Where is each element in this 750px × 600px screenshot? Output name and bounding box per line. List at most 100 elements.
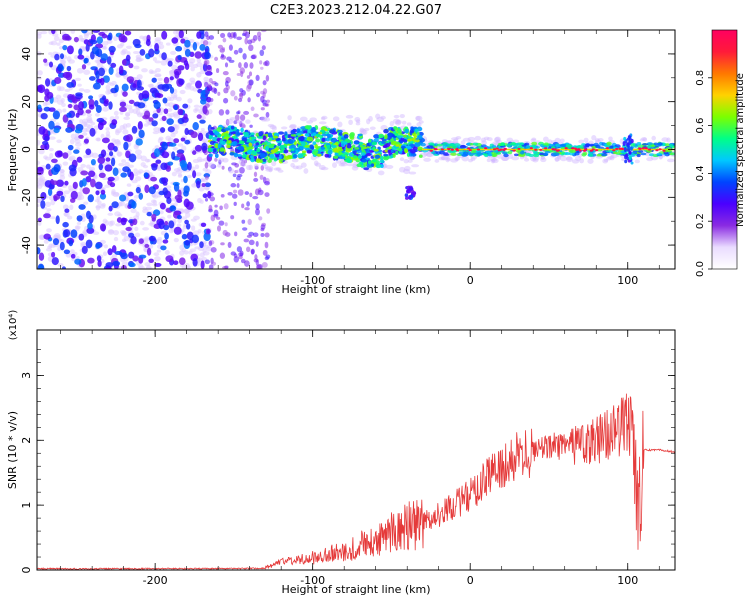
spectrogram-cell	[154, 262, 162, 267]
y-tick-label: 2	[20, 437, 33, 444]
spectrogram-cell	[406, 122, 412, 126]
spectrogram-cell	[442, 145, 447, 149]
spectrogram-cell	[373, 134, 380, 139]
spectrogram-cell	[450, 158, 459, 163]
spectrogram-cell	[85, 148, 92, 156]
spectrogram-cell	[359, 127, 365, 133]
spectrogram-cell	[404, 128, 409, 134]
spectrogram-cell	[135, 211, 140, 218]
spectrogram-cell	[406, 136, 413, 139]
spectrogram-cell	[287, 134, 291, 139]
spectrogram-cell	[152, 131, 159, 135]
spectrogram-cell	[387, 132, 394, 137]
spectrogram-cell	[103, 244, 108, 249]
spectrogram-cell	[148, 235, 156, 242]
spectrogram-cell	[150, 70, 157, 74]
spectrogram-cell	[166, 96, 172, 102]
spectrogram-cell	[243, 110, 250, 115]
spectrogram-cell	[627, 159, 631, 163]
spectrogram-cell	[546, 148, 549, 151]
spectrogram-cell	[154, 60, 162, 64]
spectrogram-cell	[468, 149, 472, 152]
spectrogram-cell	[183, 250, 189, 255]
spectrogram-cell	[121, 264, 127, 269]
spectrogram-cell	[76, 221, 82, 226]
spectrogram-cell	[135, 186, 141, 194]
spectrogram-cell	[239, 114, 246, 122]
spectrogram-cell	[232, 140, 238, 147]
spectrogram-cell	[129, 171, 134, 181]
spectrogram-cell	[88, 166, 96, 172]
spectrogram-cell	[148, 186, 156, 195]
spectrogram-cell	[531, 148, 534, 151]
spectrogram-cell	[529, 147, 533, 150]
spectrogram-cell	[67, 144, 74, 151]
spectrogram-cell	[94, 59, 102, 64]
spectrogram-cell	[264, 180, 270, 186]
spectrogram-cell	[38, 148, 45, 155]
spectrogram-cell	[486, 137, 493, 142]
spectrogram-cell	[160, 59, 167, 66]
spectrogram-cell	[126, 76, 135, 83]
spectrogram-cell	[324, 153, 330, 158]
spectrogram-cell	[59, 53, 65, 60]
spectrogram-cell	[338, 163, 345, 167]
spectrogram-cell	[81, 178, 87, 187]
spectrogram-cell	[48, 120, 55, 130]
spectrogram-cell	[244, 31, 250, 39]
spectrogram-cell	[197, 132, 204, 142]
spectrogram-cell	[113, 35, 118, 41]
spectrogram-cell	[119, 200, 125, 207]
spectrogram-cell	[353, 141, 359, 145]
spectrogram-cell	[80, 163, 87, 168]
spectrogram-cell	[392, 152, 396, 158]
spectrogram-cell	[532, 151, 539, 154]
spectrogram-cell	[229, 151, 235, 156]
spectrogram-cell	[533, 153, 540, 158]
spectrogram-cell	[357, 155, 362, 159]
spectrogram-cell	[148, 48, 155, 58]
spectrogram-cell	[232, 31, 237, 39]
spectrogram-cell	[159, 210, 164, 215]
spectrogram-cell	[243, 131, 249, 137]
spectrogram-cell	[78, 48, 83, 56]
spectrogram-cell	[63, 190, 70, 195]
spectrogram-cell	[87, 257, 95, 264]
spectrogram-cell	[235, 169, 241, 173]
spectrogram-cell	[290, 162, 295, 168]
spectrogram-cell	[210, 246, 217, 253]
spectrogram-cell	[395, 119, 402, 125]
spectrogram-cell	[174, 70, 180, 79]
spectrogram-cell	[264, 232, 270, 238]
spectrogram-cell	[220, 53, 225, 58]
spectrogram-cell	[403, 168, 411, 175]
spectrogram-cell	[167, 58, 174, 62]
spectrogram-cell	[37, 84, 46, 94]
spectrogram-cell	[487, 148, 491, 151]
spectrogram-cell	[418, 120, 424, 124]
spectrogram-cell	[151, 213, 157, 220]
spectrogram-cell	[637, 149, 644, 153]
spectrogram-cell	[131, 125, 138, 134]
spectrogram-cell	[221, 165, 225, 170]
spectrogram-cell	[110, 62, 117, 68]
y-tick-label: 0	[20, 146, 33, 153]
spectrogram-cell	[210, 163, 217, 170]
y-tick-label: 20	[20, 95, 33, 109]
spectrogram-cell	[279, 144, 285, 150]
spectrogram-cell	[481, 140, 487, 146]
spectrogram-cell	[125, 226, 132, 232]
spectrogram-cell	[162, 181, 168, 186]
spectrogram-cell	[486, 158, 492, 163]
spectrogram-cell	[306, 149, 312, 154]
spectrogram-cell	[468, 158, 473, 163]
spectrogram-cell	[553, 148, 557, 151]
spectrogram-cell	[78, 233, 85, 241]
spectrogram-cell	[245, 119, 251, 124]
spectrogram-cell	[246, 234, 252, 238]
spectrogram-cell	[78, 204, 86, 210]
spectrogram-cell	[51, 180, 59, 186]
spectrogram-cell	[143, 172, 149, 178]
spectrogram-cell	[248, 79, 254, 86]
spectrogram-cell	[176, 223, 182, 227]
